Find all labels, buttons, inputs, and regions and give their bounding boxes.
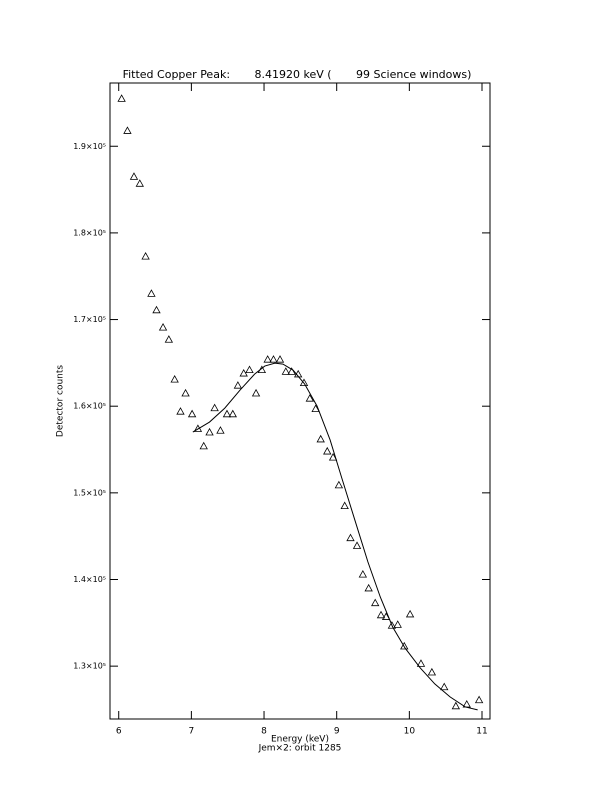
data-point (176, 407, 185, 415)
y-axis-label: Detector counts (56, 365, 66, 437)
data-point (205, 427, 214, 436)
data-point (281, 367, 291, 375)
x-axis-label: Energy (keV) (271, 735, 329, 745)
y-tick-label: 1.4×10⁵ (73, 575, 106, 584)
y-tick-label: 1.9×10⁵ (73, 142, 106, 151)
data-point (405, 609, 415, 618)
data-point (328, 452, 338, 461)
x-tick-label: 8 (261, 727, 267, 737)
data-point (358, 569, 368, 578)
data-point (323, 446, 332, 455)
data-point (364, 583, 373, 592)
x-tick-label: 7 (189, 727, 195, 737)
x-tick-label: 10 (404, 727, 416, 737)
x-tick-label: 6 (116, 727, 122, 737)
data-point (135, 179, 144, 187)
data-point (275, 355, 285, 363)
data-point (340, 501, 349, 510)
data-point (451, 701, 461, 710)
data-point (187, 409, 197, 418)
data-point (287, 367, 296, 375)
y-tick-label: 1.5×10⁵ (73, 488, 106, 497)
data-point (164, 335, 174, 343)
data-point (117, 94, 126, 102)
data-point (141, 251, 150, 260)
data-point (170, 375, 179, 383)
data-point (387, 621, 397, 629)
y-tick-label: 1.8×10⁵ (73, 228, 106, 237)
x-tick-label: 9 (334, 727, 340, 737)
data-point (269, 355, 278, 363)
data-point (462, 699, 471, 708)
data-point (381, 612, 391, 620)
y-tick-label: 1.7×10⁵ (73, 315, 106, 324)
data-point (334, 480, 344, 489)
data-point (123, 126, 132, 134)
plot-frame (109, 82, 491, 720)
chart-title: Fitted Copper Peak: 8.41920 keV ( 99 Sci… (123, 68, 472, 81)
data-point (228, 409, 237, 418)
data-point (400, 641, 409, 650)
data-point (158, 323, 168, 331)
x-tick-label: 11 (476, 727, 487, 737)
data-point (393, 620, 402, 628)
data-point (311, 404, 320, 412)
data-point (251, 388, 261, 397)
data-point (346, 533, 355, 542)
caption: Jem×2: orbit 1285 (258, 744, 342, 754)
data-point (416, 659, 426, 667)
data-point (305, 394, 314, 402)
data-point (245, 365, 254, 374)
data-point (152, 305, 161, 314)
y-tick-label: 1.3×10⁵ (73, 662, 106, 671)
data-point (299, 378, 309, 387)
data-point (257, 365, 267, 374)
data-point (199, 441, 208, 450)
data-point (427, 667, 437, 676)
y-tick-label: 1.6×10⁵ (73, 402, 106, 411)
data-point (263, 355, 272, 363)
data-point (440, 682, 449, 691)
data-point (371, 598, 380, 607)
data-point (147, 289, 156, 297)
data-point (294, 369, 303, 378)
data-point (181, 388, 190, 397)
fit-line (192, 362, 478, 711)
data-point (193, 424, 203, 432)
data-point (129, 172, 139, 180)
data-point (222, 409, 232, 418)
data-point (316, 434, 325, 443)
data-point (216, 426, 225, 434)
data-point (376, 610, 386, 619)
data-point (210, 403, 219, 412)
data-point (233, 381, 243, 389)
data-point (352, 541, 362, 549)
data-point (474, 695, 484, 704)
